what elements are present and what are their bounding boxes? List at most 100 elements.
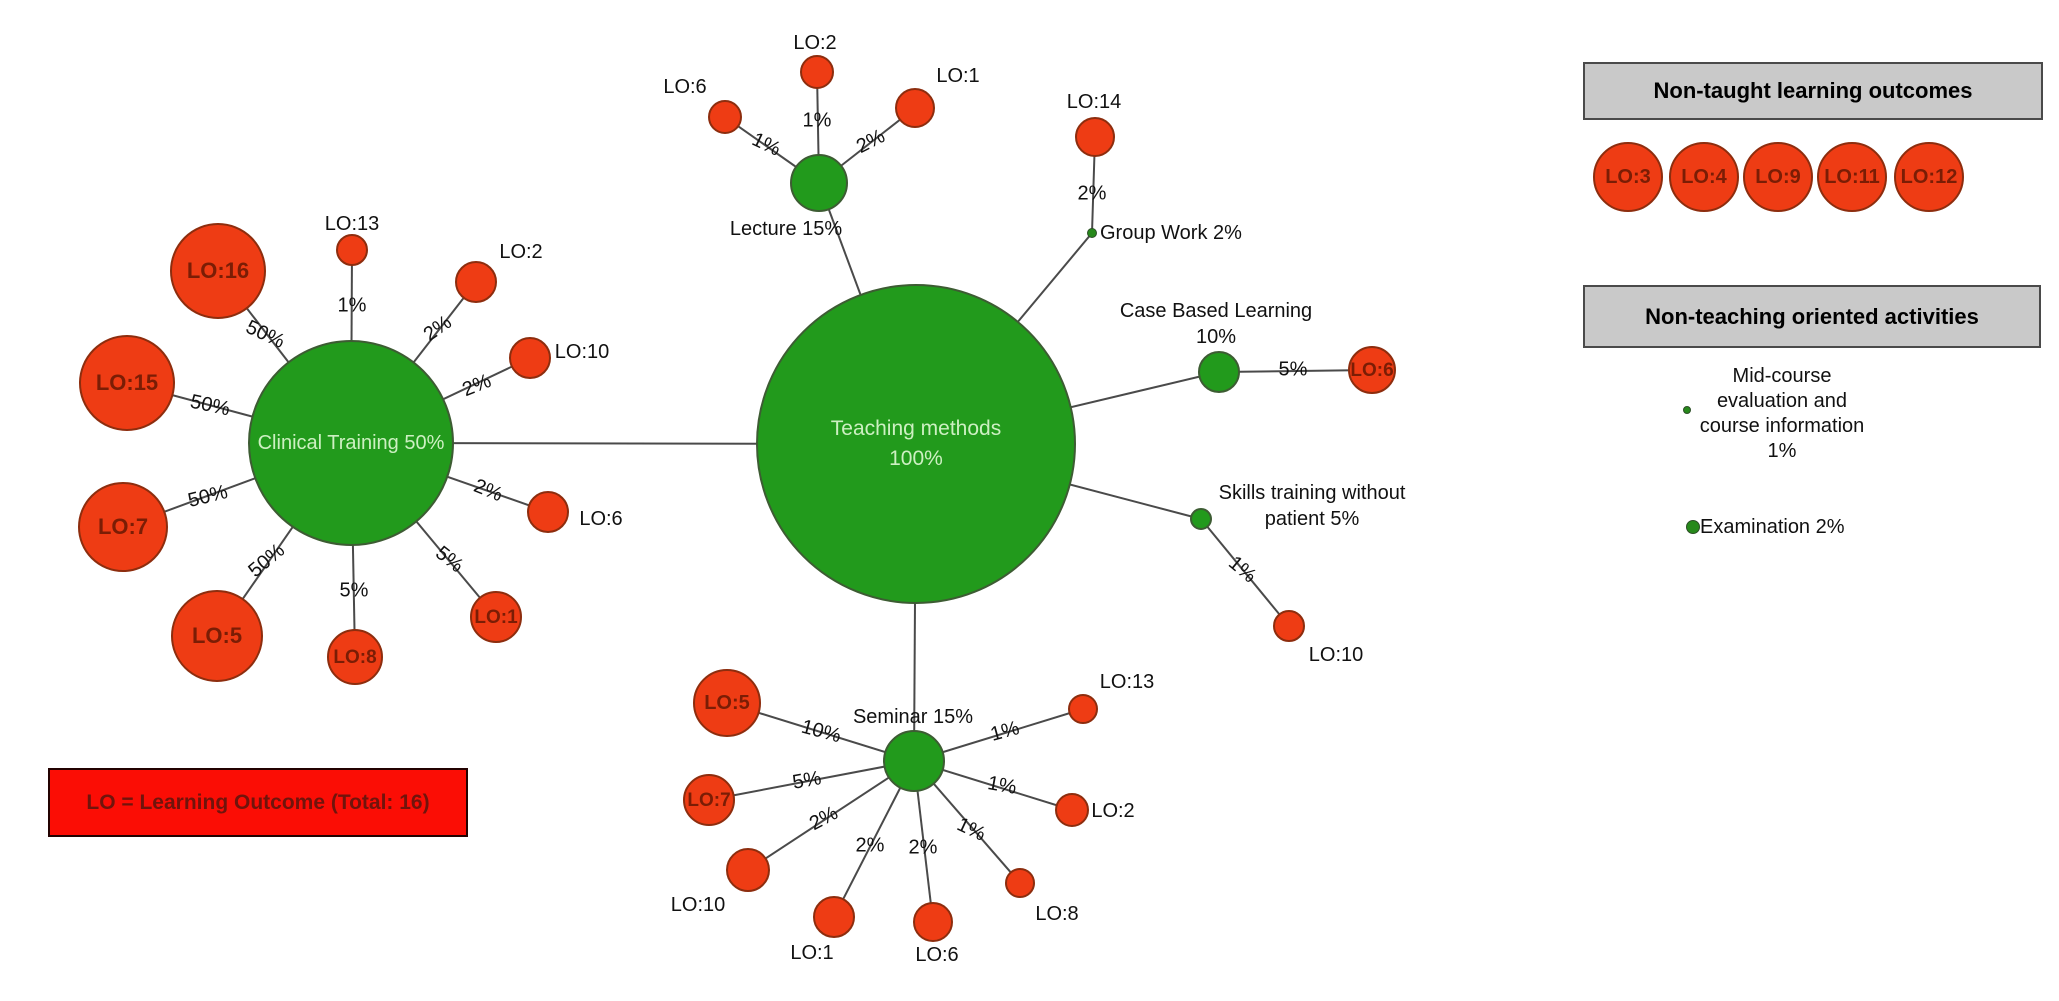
pct-clinical-lo13: 1% [337, 294, 367, 317]
clinical-lo15-label: LO:15 [95, 370, 159, 395]
node-nontaught-lo4: LO:4 [1669, 142, 1739, 212]
midcourse-label: Mid-course evaluation and course informa… [1700, 364, 1865, 464]
midcourse-line4: 1% [1767, 440, 1797, 462]
clinical-lo1-label: LO:1 [474, 606, 518, 628]
node-clinical-lo5: LO:5 [171, 590, 263, 682]
cbl-label: Case Based Learning 10% [1120, 298, 1312, 350]
clinical-lo2-label: LO:2 [499, 241, 543, 263]
pct-clinical-lo8: 5% [339, 579, 369, 602]
groupwork-lo14-label: LO:14 [1066, 91, 1122, 113]
node-nontaught-lo11: LO:11 [1817, 142, 1887, 212]
nontaught-lo4-label: LO:4 [1681, 166, 1727, 188]
node-midcourse [1683, 406, 1691, 414]
node-clinical-lo15: LO:15 [79, 335, 175, 431]
nontaught-lo3-label: LO:3 [1605, 166, 1651, 188]
node-seminar-lo6 [913, 902, 953, 942]
clinical-lo7-label: LO:7 [97, 514, 149, 539]
seminar-lo6-label: LO:6 [915, 944, 959, 966]
non-teaching-panel: Non-teaching oriented activities [1583, 285, 2041, 348]
node-clinical-lo10 [509, 337, 551, 379]
clinical-lo8-label: LO:8 [333, 646, 377, 668]
cbl-label-line1: Case Based Learning [1119, 300, 1313, 322]
node-skills-lo10 [1273, 610, 1305, 642]
non-taught-panel: Non-taught learning outcomes [1583, 62, 2043, 120]
node-seminar-lo5: LO:5 [693, 669, 761, 737]
seminar-label: Seminar 15% [852, 706, 974, 728]
nontaught-lo9-label: LO:9 [1755, 166, 1801, 188]
node-clinical-lo6 [527, 491, 569, 533]
seminar-lo2-label: LO:2 [1091, 800, 1135, 822]
seminar-lo13-label: LO:13 [1099, 671, 1155, 693]
node-examination [1686, 520, 1700, 534]
cbl-label-line2: 10% [1195, 326, 1237, 348]
clinical-lo16-label: LO:16 [186, 258, 250, 283]
node-seminar-lo7: LO:7 [683, 774, 735, 826]
pct-seminar-lo6: 2% [908, 836, 938, 859]
node-nontaught-lo3: LO:3 [1593, 142, 1663, 212]
node-seminar [883, 730, 945, 792]
node-clinical-lo16: LO:16 [170, 223, 266, 319]
skills-label-line1: Skills training without [1218, 482, 1406, 504]
node-lecture [790, 154, 848, 212]
node-seminar-lo8 [1005, 868, 1035, 898]
node-clinical-lo8: LO:8 [327, 629, 383, 685]
non-teaching-title: Non-teaching oriented activities [1645, 303, 1979, 329]
pct-seminar-lo2: 1% [985, 772, 1019, 799]
node-clinical-lo2 [455, 261, 497, 303]
node-clinical-training: Clinical Training 50% [248, 340, 454, 546]
midcourse-line2: evaluation and [1716, 390, 1848, 412]
node-nontaught-lo9: LO:9 [1743, 142, 1813, 212]
node-case-based-learning [1198, 351, 1240, 393]
groupwork-label: Group Work 2% [1100, 222, 1242, 244]
clinical-training-label: Clinical Training 50% [257, 431, 445, 454]
clinical-lo5-label: LO:5 [191, 623, 243, 648]
legend-label: LO = Learning Outcome (Total: 16) [86, 790, 430, 814]
node-seminar-lo2 [1055, 793, 1089, 827]
pct-seminar-lo7: 5% [790, 767, 824, 794]
nontaught-lo12-label: LO:12 [1900, 166, 1958, 188]
node-lecture-lo2 [800, 55, 834, 89]
pct-seminar-lo1: 2% [855, 834, 885, 857]
midcourse-line1: Mid-course [1732, 365, 1832, 387]
seminar-lo7-label: LO:7 [687, 789, 731, 811]
node-clinical-lo13 [336, 234, 368, 266]
skills-label-line2: patient 5% [1264, 508, 1360, 530]
node-clinical-lo1: LO:1 [470, 591, 522, 643]
node-skills-training [1190, 508, 1212, 530]
nontaught-lo11-label: LO:11 [1824, 166, 1880, 188]
node-group-work [1087, 228, 1097, 238]
examination-label: Examination 2% [1700, 516, 1845, 538]
lecture-lo2-label: LO:2 [793, 32, 837, 54]
node-groupwork-lo14 [1075, 117, 1115, 157]
clinical-lo10-label: LO:10 [554, 341, 610, 363]
node-teaching-methods: Teaching methods 100% [756, 284, 1076, 604]
lecture-lo6-label: LO:6 [663, 76, 707, 98]
node-seminar-lo1 [813, 896, 855, 938]
pct-groupwork-lo14: 2% [1077, 182, 1107, 205]
legend-box: LO = Learning Outcome (Total: 16) [48, 768, 468, 837]
cbl-lo6-label: LO:6 [1350, 359, 1394, 381]
seminar-lo5-label: LO:5 [704, 692, 750, 714]
node-lecture-lo1 [895, 88, 935, 128]
lecture-lo1-label: LO:1 [936, 65, 980, 87]
seminar-lo8-label: LO:8 [1035, 903, 1079, 925]
skills-lo10-label: LO:10 [1308, 644, 1364, 666]
skills-label: Skills training without patient 5% [1219, 480, 1406, 532]
clinical-lo6-label: LO:6 [579, 508, 623, 530]
seminar-lo1-label: LO:1 [790, 942, 834, 964]
teaching-methods-pct: 100% [889, 447, 943, 470]
midcourse-line3: course information [1699, 415, 1865, 437]
non-taught-title: Non-taught learning outcomes [1653, 78, 1973, 103]
clinical-lo13-label: LO:13 [324, 213, 380, 235]
lecture-label: Lecture 15% [729, 218, 843, 240]
node-seminar-lo10 [726, 848, 770, 892]
pct-lecture-lo2: 1% [802, 109, 832, 132]
node-seminar-lo13 [1068, 694, 1098, 724]
pct-cbl-lo6: 5% [1278, 358, 1308, 381]
teaching-methods-title: Teaching methods [830, 416, 1002, 440]
node-lecture-lo6 [708, 100, 742, 134]
seminar-lo10-label: LO:10 [670, 894, 726, 916]
node-nontaught-lo12: LO:12 [1894, 142, 1964, 212]
node-cbl-lo6: LO:6 [1348, 346, 1396, 394]
